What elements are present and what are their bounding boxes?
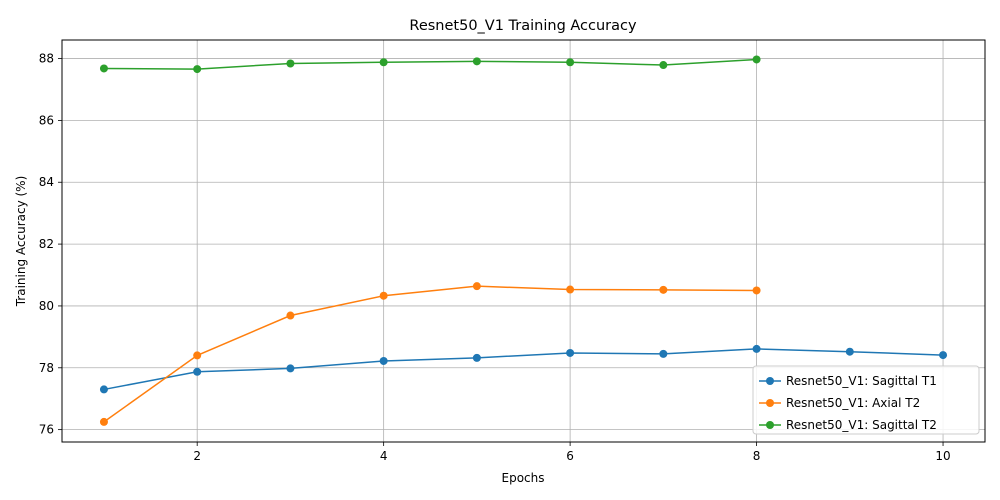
data-point — [193, 367, 202, 376]
y-tick-label: 80 — [39, 299, 54, 313]
data-point — [193, 65, 202, 74]
y-tick-label: 78 — [39, 361, 54, 375]
legend-label: Resnet50_V1: Sagittal T1 — [786, 374, 937, 388]
y-axis-label: Training Accuracy (%) — [14, 176, 28, 308]
data-point — [939, 351, 948, 360]
legend-marker — [766, 421, 774, 429]
x-tick-label: 6 — [566, 449, 574, 463]
legend: Resnet50_V1: Sagittal T1 Resnet50_V1: Axi… — [752, 365, 980, 435]
series-2 — [99, 282, 761, 426]
legend-marker — [766, 399, 774, 407]
data-point — [845, 347, 854, 356]
data-point — [472, 282, 481, 291]
series-line — [103, 285, 757, 423]
data-point — [379, 356, 388, 365]
data-point — [752, 344, 761, 353]
data-point — [659, 61, 668, 70]
y-tick-label: 84 — [39, 175, 54, 189]
data-point — [752, 55, 761, 64]
series-3 — [99, 55, 761, 74]
x-tick-label: 4 — [380, 449, 388, 463]
data-point — [752, 286, 761, 295]
series-line — [103, 348, 944, 391]
legend-label: Resnet50_V1: Sagittal T2 — [786, 418, 937, 432]
chart-title: Resnet50_V1 Training Accuracy — [409, 18, 637, 34]
data-point — [472, 57, 481, 66]
x-axis-label: Epochs — [502, 471, 545, 485]
data-point — [659, 349, 668, 358]
x-tick-label: 8 — [753, 449, 761, 463]
y-tick-label: 86 — [39, 113, 54, 127]
data-point — [99, 385, 108, 394]
legend-marker — [766, 377, 774, 385]
data-point — [379, 291, 388, 300]
data-point — [286, 311, 295, 320]
axis-ticks: 2 4 6 8 10 76 78 80 82 84 86 88 — [39, 52, 951, 463]
x-tick-label: 2 — [193, 449, 201, 463]
y-tick-label: 76 — [39, 423, 54, 437]
data-point — [379, 58, 388, 67]
legend-label: Resnet50_V1: Axial T2 — [786, 396, 920, 410]
data-point — [566, 348, 575, 357]
series-line — [103, 58, 757, 70]
grid-lines — [62, 40, 985, 442]
data-point — [566, 285, 575, 294]
data-point — [99, 64, 108, 73]
data-point — [286, 59, 295, 68]
data-point — [659, 285, 668, 294]
y-tick-label: 88 — [39, 52, 54, 66]
y-tick-label: 82 — [39, 237, 54, 251]
data-point — [566, 58, 575, 67]
plot-area-frame — [61, 39, 986, 443]
series-layer — [99, 55, 948, 426]
data-point — [472, 353, 481, 362]
data-point — [99, 417, 108, 426]
x-tick-label: 10 — [935, 449, 950, 463]
series-1 — [99, 344, 948, 394]
data-point — [193, 351, 202, 360]
legend-box — [752, 365, 980, 435]
data-point — [286, 364, 295, 373]
